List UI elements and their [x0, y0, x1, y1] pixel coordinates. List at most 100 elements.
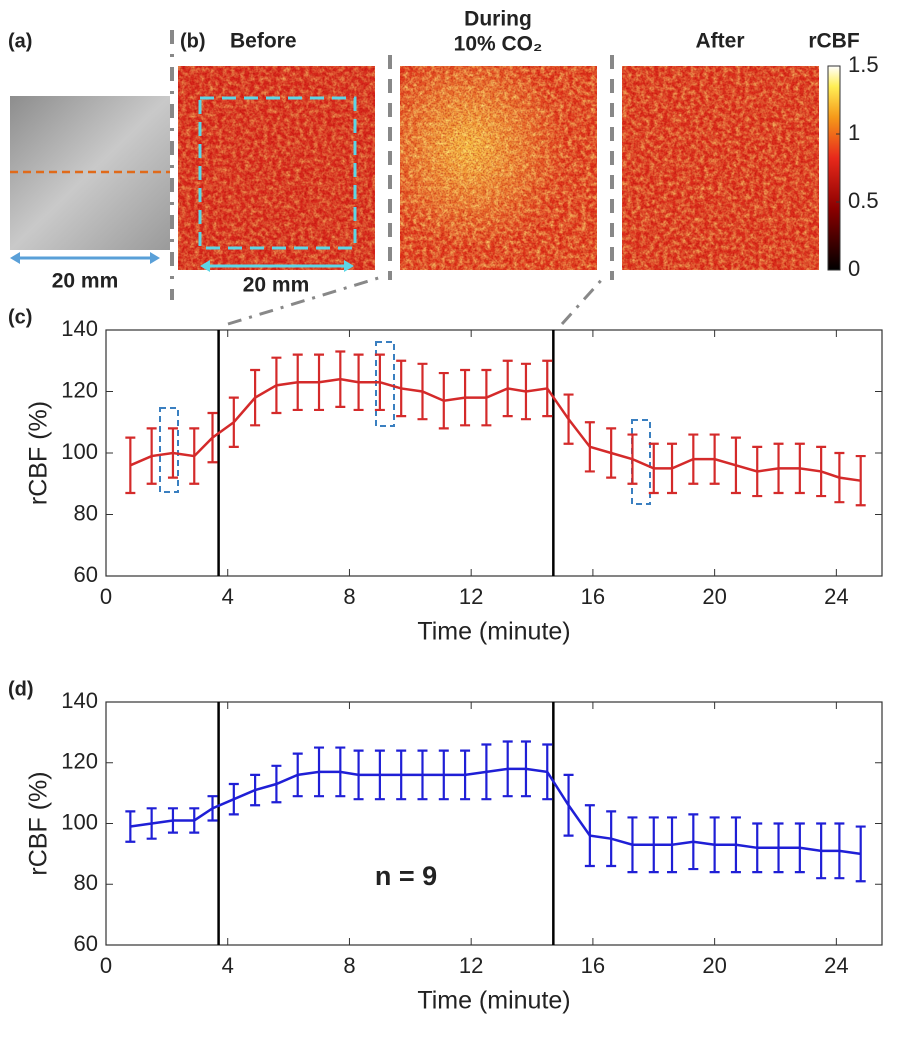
x-tick-label: 12 — [459, 953, 483, 978]
roi-box — [198, 96, 357, 250]
error-bar — [228, 396, 239, 448]
y-tick-label: 60 — [74, 562, 98, 587]
scale-label: 20 mm — [243, 274, 310, 297]
panel-label: (d) — [8, 678, 34, 700]
error-bar — [502, 740, 513, 798]
plot-frame — [105, 701, 883, 946]
x-tick-label: 0 — [100, 584, 112, 609]
x-tick-label: 4 — [222, 584, 234, 609]
error-bar — [648, 442, 659, 495]
error-bar — [292, 353, 303, 412]
x-tick-label: 20 — [702, 584, 726, 609]
error-bar — [314, 746, 325, 798]
colorbar-label: rCBF — [808, 30, 860, 53]
error-bar — [752, 822, 763, 874]
error-bar — [520, 362, 531, 421]
colorbar-tick-label: 1 — [848, 120, 860, 145]
error-bar — [292, 752, 303, 798]
error-bar — [417, 362, 428, 421]
error-bar — [125, 436, 136, 495]
error-bar — [709, 816, 720, 874]
guide-line — [560, 274, 607, 326]
error-bar — [438, 749, 449, 801]
highlight-box — [375, 341, 395, 427]
image-title: During — [464, 8, 532, 31]
error-bar — [834, 822, 845, 880]
colorbar-tick-label: 0 — [848, 256, 860, 281]
x-axis-label: Time (minute) — [417, 987, 570, 1015]
heatmap — [622, 66, 819, 270]
error-bar — [794, 442, 805, 495]
error-bar — [167, 807, 178, 834]
panel-label: (b) — [180, 30, 206, 52]
error-bar — [228, 782, 239, 816]
y-axis-label: rCBF (%) — [25, 401, 53, 505]
panel-label: (a) — [8, 30, 32, 52]
error-bar — [335, 350, 346, 408]
error-bar — [542, 743, 553, 801]
annotation: n = 9 — [375, 861, 437, 891]
error-bar — [688, 813, 699, 871]
y-tick-label: 80 — [74, 500, 98, 525]
error-bar — [417, 749, 428, 801]
scale-label: 20 mm — [52, 270, 119, 293]
y-tick-label: 60 — [74, 931, 98, 956]
heatmap — [178, 66, 375, 270]
error-bar — [146, 807, 157, 840]
error-bar — [773, 442, 784, 495]
x-tick-label: 24 — [824, 584, 848, 609]
error-bar — [606, 810, 617, 868]
error-bar — [460, 368, 471, 427]
x-tick-label: 16 — [581, 584, 605, 609]
error-bar — [855, 454, 866, 507]
error-bar — [396, 749, 407, 801]
error-bar — [627, 816, 638, 874]
y-tick-label: 120 — [61, 749, 98, 774]
highlight-box — [159, 407, 179, 493]
error-bar — [627, 433, 638, 485]
error-bar — [816, 445, 827, 498]
image-title: 10% CO₂ — [454, 33, 543, 56]
error-bar — [667, 816, 678, 874]
colorbar-tick-label: 0.5 — [848, 188, 879, 213]
error-bar — [250, 368, 261, 427]
error-bar — [314, 353, 325, 412]
x-tick-label: 16 — [581, 953, 605, 978]
error-bar — [542, 359, 553, 418]
y-axis-label: rCBF (%) — [25, 771, 53, 875]
error-bar — [271, 356, 282, 415]
error-bar — [709, 433, 720, 485]
error-bar — [502, 359, 513, 418]
x-tick-label: 24 — [824, 953, 848, 978]
data-line — [130, 767, 861, 856]
y-tick-label: 100 — [61, 809, 98, 834]
image-title: After — [695, 30, 744, 53]
error-bar — [167, 427, 178, 479]
error-bar — [752, 445, 763, 498]
x-tick-label: 0 — [100, 953, 112, 978]
error-bar — [189, 427, 200, 485]
error-bar — [563, 393, 574, 445]
y-tick-label: 120 — [61, 377, 98, 402]
error-bar — [250, 773, 261, 807]
error-bar — [335, 746, 346, 798]
y-tick-label: 140 — [61, 688, 98, 713]
error-bar — [584, 804, 595, 868]
image-title: Before — [230, 30, 297, 53]
error-bar — [584, 421, 595, 473]
error-bar — [520, 740, 531, 798]
error-bar — [353, 353, 364, 412]
error-bar — [855, 825, 866, 883]
x-tick-label: 12 — [459, 584, 483, 609]
error-bar — [481, 743, 492, 801]
error-bar — [438, 371, 449, 430]
x-tick-label: 4 — [222, 953, 234, 978]
error-bar — [125, 810, 136, 843]
error-bar — [773, 822, 784, 874]
error-bar — [146, 427, 157, 485]
y-tick-label: 140 — [61, 316, 98, 341]
data-line — [129, 377, 861, 482]
colorbar-tick-label: 1.5 — [848, 52, 879, 77]
